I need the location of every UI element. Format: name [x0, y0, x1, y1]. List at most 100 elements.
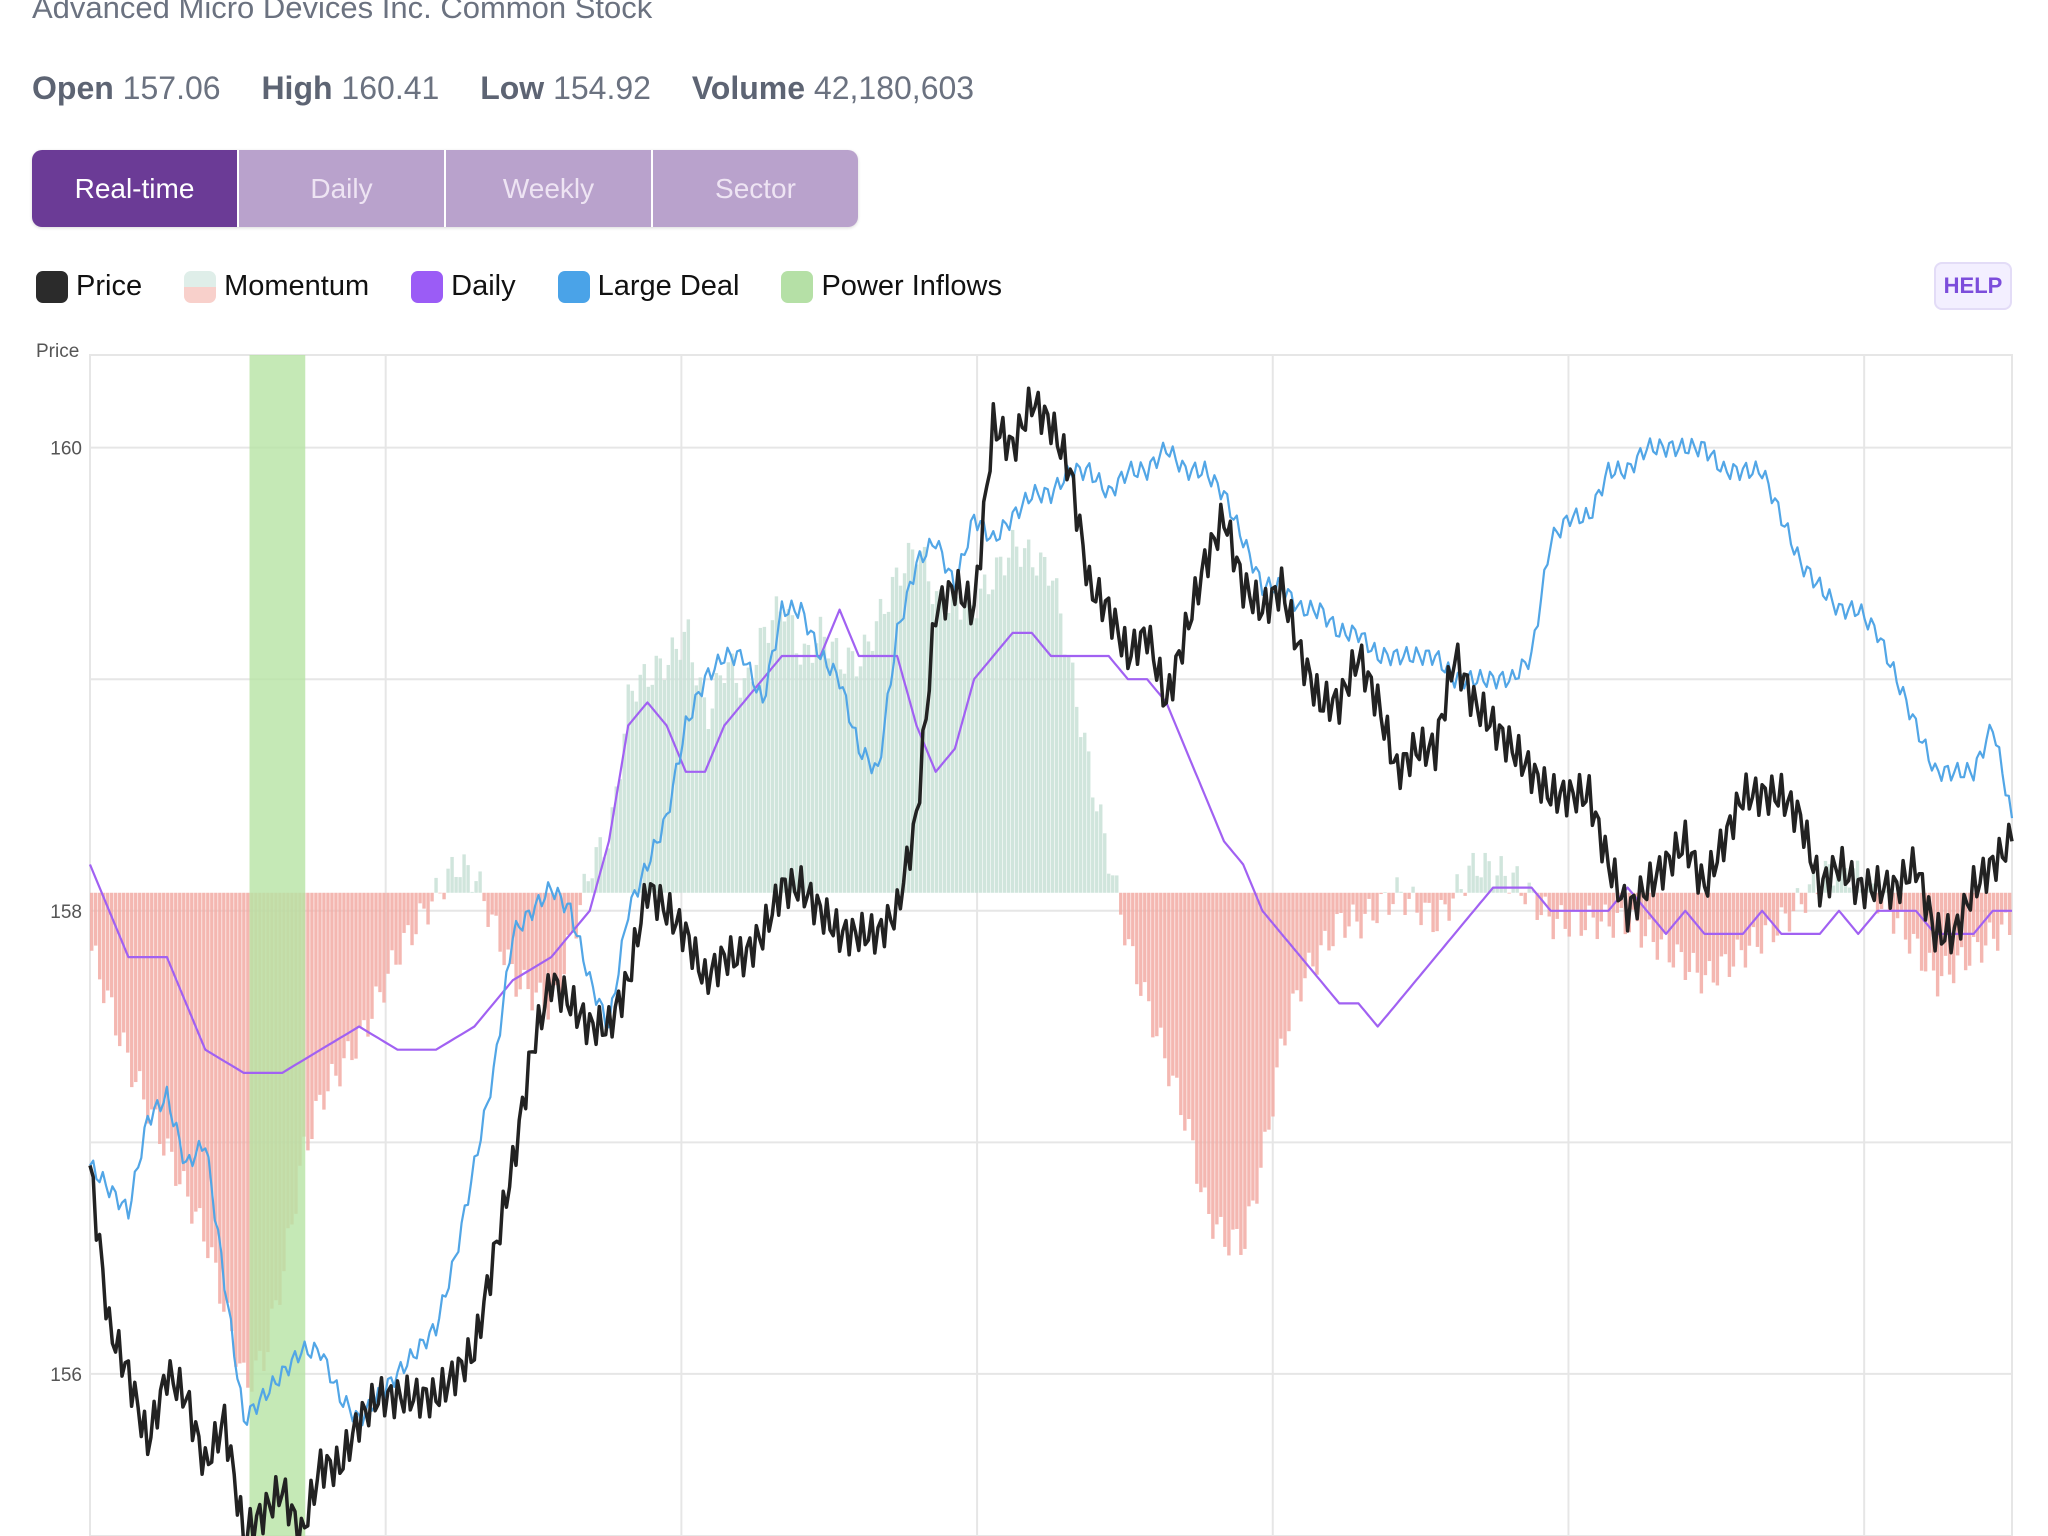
momentum-bar: [1311, 892, 1315, 967]
momentum-bar: [126, 892, 130, 1053]
momentum-bar: [1991, 892, 1996, 939]
momentum-bar: [838, 669, 843, 893]
momentum-bar: [1046, 585, 1051, 893]
tab-sector[interactable]: Sector: [651, 150, 858, 227]
momentum-bar: [1891, 892, 1896, 934]
legend-momentum[interactable]: Momentum: [184, 270, 369, 303]
momentum-bar: [1187, 892, 1191, 1120]
momentum-bar: [410, 892, 414, 946]
price-chart[interactable]: Price 160 158 156: [0, 330, 2048, 1536]
timeframe-tabs: Real-time Daily Weekly Sector: [32, 150, 858, 227]
momentum-bar: [1075, 706, 1079, 893]
momentum-bar: [618, 779, 622, 893]
momentum-bar: [678, 659, 683, 893]
y-tick-label: 160: [50, 439, 82, 460]
momentum-bar: [378, 892, 382, 993]
momentum-bar: [1383, 892, 1387, 893]
momentum-bar: [390, 892, 394, 951]
momentum-bar: [1387, 892, 1391, 915]
momentum-bar: [406, 892, 410, 926]
momentum-bar: [242, 892, 246, 1363]
momentum-bar: [670, 637, 675, 893]
momentum-bar: [610, 807, 614, 893]
momentum-bar: [1463, 892, 1467, 896]
momentum-bar: [1491, 886, 1495, 893]
momentum-bar: [1847, 887, 1852, 893]
momentum-bar: [310, 892, 314, 1140]
legend-daily-label: Daily: [451, 270, 516, 302]
momentum-bar: [1559, 892, 1563, 906]
chart-legend: Price Momentum Daily Large Deal Power In…: [36, 270, 1044, 303]
momentum-bar: [1371, 892, 1375, 921]
momentum-bar: [1487, 861, 1491, 893]
momentum-bar: [1379, 892, 1383, 895]
momentum-bar: [1067, 656, 1071, 893]
momentum-bar: [1243, 892, 1247, 1249]
momentum-bar: [1367, 892, 1371, 899]
momentum-bar: [398, 892, 402, 965]
momentum-bar: [1403, 892, 1407, 915]
momentum-bar: [582, 873, 586, 893]
momentum-bar: [326, 892, 330, 1092]
momentum-bar: [446, 868, 450, 893]
momentum-bar: [422, 892, 426, 909]
momentum-bar: [1051, 580, 1055, 893]
momentum-bar: [1547, 892, 1551, 917]
momentum-bar: [1975, 892, 1980, 943]
momentum-bar: [1339, 892, 1343, 913]
momentum-bar: [470, 891, 474, 893]
momentum-bar: [1475, 875, 1479, 893]
momentum-bar: [1179, 892, 1183, 1116]
momentum-bar: [1979, 892, 1984, 963]
help-button[interactable]: HELP: [1934, 262, 2012, 310]
momentum-bar: [1327, 892, 1331, 951]
momentum-bar: [1551, 892, 1555, 940]
stat-high-label: High: [261, 70, 333, 106]
momentum-bar: [1495, 875, 1499, 893]
momentum-bar: [486, 892, 490, 927]
legend-large-deal[interactable]: Large Deal: [557, 270, 739, 303]
momentum-bar: [1030, 567, 1035, 893]
momentum-bar: [946, 612, 951, 893]
momentum-bar: [90, 892, 94, 951]
momentum-bar: [914, 564, 919, 893]
momentum-bar: [1175, 892, 1179, 1078]
legend-power-inflows[interactable]: Power Inflows: [781, 270, 1002, 303]
momentum-bar: [1603, 892, 1607, 905]
momentum-bar: [594, 847, 598, 893]
momentum-bar: [466, 865, 470, 893]
momentum-bar: [1235, 892, 1239, 1229]
momentum-bar: [1763, 892, 1768, 926]
legend-daily[interactable]: Daily: [411, 270, 516, 303]
momentum-bar: [1283, 892, 1287, 1046]
momentum-bar: [1999, 892, 2004, 925]
momentum-bar: [454, 876, 458, 893]
momentum-bar: [1263, 892, 1267, 1132]
momentum-bar: [238, 892, 242, 1364]
momentum-bar: [654, 655, 658, 893]
momentum-bar: [630, 690, 634, 893]
momentum-bar: [1026, 539, 1031, 893]
tab-real-time[interactable]: Real-time: [32, 150, 237, 227]
momentum-bar: [642, 664, 646, 893]
y-tick-label: 156: [50, 1365, 82, 1386]
momentum-bar: [1855, 860, 1860, 893]
momentum-bar: [1799, 892, 1804, 905]
tab-daily[interactable]: Daily: [237, 150, 444, 227]
momentum-bar: [906, 542, 911, 893]
legend-price-label: Price: [76, 270, 143, 302]
legend-price[interactable]: Price: [36, 270, 142, 303]
momentum-bar: [982, 574, 987, 893]
momentum-bar: [1163, 892, 1167, 1059]
momentum-bar: [1427, 892, 1431, 903]
momentum-bar: [338, 892, 342, 1087]
momentum-bar: [1307, 892, 1311, 953]
momentum-bar: [1611, 892, 1615, 938]
momentum-bar: [1042, 556, 1047, 893]
momentum-bar: [1923, 892, 1928, 972]
momentum-bar: [1459, 889, 1463, 893]
tab-weekly[interactable]: Weekly: [444, 150, 651, 227]
momentum-bar: [1115, 875, 1119, 893]
momentum-bar: [1775, 892, 1780, 936]
momentum-bar: [1907, 892, 1912, 954]
